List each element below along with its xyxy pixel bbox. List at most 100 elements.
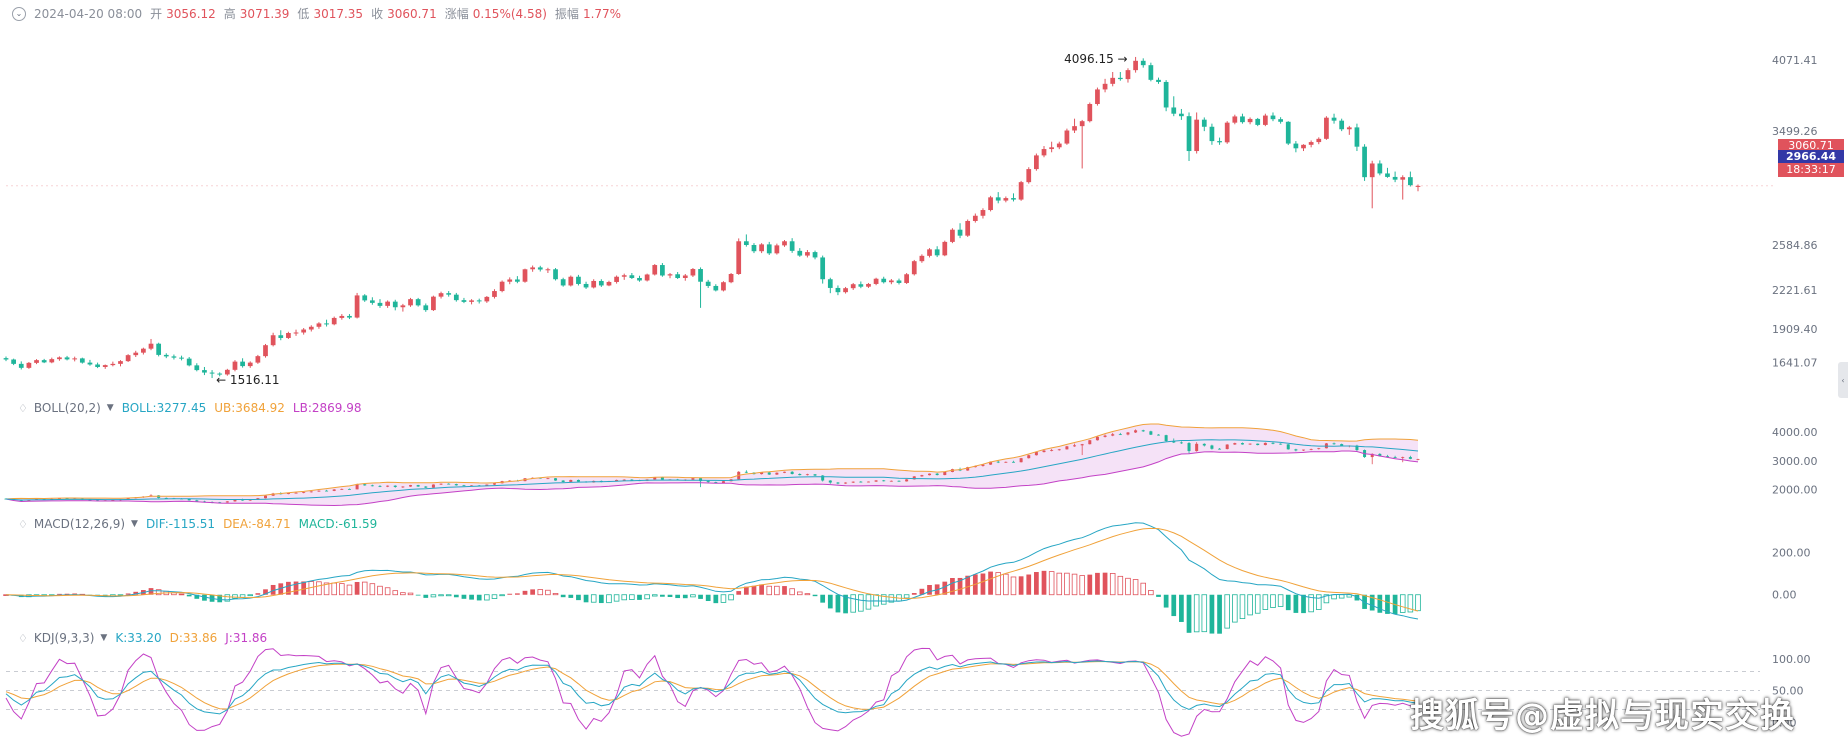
candle-body bbox=[515, 279, 520, 282]
macd-hist-bar bbox=[1109, 573, 1116, 596]
candle bbox=[766, 241, 772, 255]
main-axis-tick: 4071.41 bbox=[1772, 54, 1818, 67]
boll-candle-body bbox=[164, 497, 168, 499]
macd-hist-bar bbox=[1323, 594, 1330, 604]
macd-hist-bar bbox=[537, 589, 544, 596]
candle bbox=[1316, 137, 1322, 145]
macd-name[interactable]: MACD(12,26,9) bbox=[33, 517, 126, 531]
countdown-box: 18:33:17 bbox=[1778, 163, 1844, 177]
boll-candle-body bbox=[775, 472, 779, 475]
candle bbox=[163, 353, 169, 359]
macd-hist-bar bbox=[957, 577, 963, 595]
candle-body bbox=[751, 245, 757, 252]
macd-hist-bar bbox=[476, 594, 482, 601]
candle-body bbox=[1171, 107, 1177, 114]
macd-hist-bar bbox=[576, 594, 581, 601]
candle-body bbox=[1087, 103, 1093, 122]
macd-hist-bar bbox=[644, 594, 650, 600]
boll-candle-body bbox=[1134, 430, 1138, 433]
candle bbox=[179, 355, 184, 361]
candle-body bbox=[827, 279, 833, 288]
candle-body bbox=[789, 241, 795, 251]
max-price-label: 4096.15 → bbox=[1064, 52, 1128, 66]
candle-body bbox=[57, 357, 62, 360]
boll-candle-body bbox=[630, 479, 634, 481]
macd-hist-bar bbox=[965, 575, 971, 595]
candle-body bbox=[339, 315, 345, 318]
macd-hist-bar bbox=[850, 594, 856, 613]
candle-body bbox=[972, 215, 978, 221]
boll-candle-body bbox=[1279, 443, 1283, 445]
macd-dif-value: DIF:-115.51 bbox=[145, 517, 216, 531]
candle-body bbox=[774, 245, 780, 254]
chevron-circle-icon[interactable]: ⌄ bbox=[12, 6, 26, 21]
candle-body bbox=[530, 267, 536, 270]
boll-name[interactable]: BOLL(20,2) bbox=[33, 401, 101, 415]
chevron-down-icon[interactable]: ▼ bbox=[100, 633, 108, 643]
candle-body bbox=[743, 241, 749, 246]
candle bbox=[507, 277, 513, 285]
candle bbox=[759, 243, 764, 254]
candle-body bbox=[431, 296, 436, 311]
boll-candle-body bbox=[615, 479, 619, 482]
candle bbox=[369, 297, 375, 305]
candle-body bbox=[919, 255, 925, 262]
boll-candle-body bbox=[248, 499, 252, 501]
candle bbox=[1163, 80, 1169, 112]
candle-body bbox=[11, 359, 16, 364]
bell-icon[interactable]: ♢ bbox=[18, 401, 28, 415]
candle bbox=[3, 356, 9, 362]
candle-body bbox=[26, 362, 32, 368]
boll-candle-body bbox=[1187, 443, 1191, 452]
macd-hist-bar bbox=[1277, 594, 1284, 607]
boll-candle-body bbox=[920, 475, 924, 477]
boll-candle-body bbox=[1034, 452, 1038, 456]
boll-candle-body bbox=[1286, 444, 1290, 450]
boll-candle-body bbox=[1294, 449, 1298, 451]
macd-hist-bar bbox=[797, 591, 803, 596]
chevron-down-icon[interactable]: ▼ bbox=[131, 519, 138, 529]
main-axis-tick: 3499.26 bbox=[1772, 125, 1818, 138]
macd-hist-bar bbox=[1010, 576, 1017, 596]
macd-hist-bar bbox=[1087, 574, 1093, 595]
macd-hist-bar bbox=[415, 594, 421, 596]
amplitude-label: 振幅 bbox=[554, 7, 579, 21]
candle-body bbox=[141, 348, 146, 353]
macd-hist-bar bbox=[1224, 594, 1230, 629]
bell-icon[interactable]: ♢ bbox=[18, 517, 28, 531]
boll-candle-body bbox=[225, 501, 229, 503]
candle bbox=[301, 328, 307, 335]
boll-lb-value: LB:2869.98 bbox=[292, 401, 362, 415]
candle bbox=[1278, 117, 1283, 124]
collapse-panel-handle[interactable]: ‹ bbox=[1838, 362, 1848, 398]
boll-candle-body bbox=[989, 461, 993, 465]
boll-candle-body bbox=[1042, 450, 1046, 453]
macd-hist-bar bbox=[1354, 594, 1360, 601]
candle-body bbox=[1331, 117, 1337, 121]
candle-body bbox=[1163, 81, 1169, 108]
bell-icon[interactable]: ♢ bbox=[18, 631, 28, 645]
boll-candle-body bbox=[1050, 450, 1054, 451]
kdj-name[interactable]: KDJ(9,3,3) bbox=[33, 631, 95, 645]
macd-hist-bar bbox=[682, 594, 688, 599]
boll-candle-body bbox=[1393, 457, 1397, 458]
candle bbox=[1095, 87, 1100, 106]
candle bbox=[629, 273, 635, 279]
boll-candle-body bbox=[859, 481, 863, 483]
candle bbox=[545, 267, 551, 274]
candle-body bbox=[682, 275, 688, 278]
candle bbox=[438, 291, 444, 299]
candle-body bbox=[1377, 163, 1383, 174]
macd-hist-bar bbox=[1270, 594, 1276, 608]
candle-body bbox=[125, 355, 131, 362]
macd-hist-bar bbox=[286, 581, 291, 595]
macd-hist-bar bbox=[988, 571, 993, 595]
candle bbox=[362, 294, 368, 302]
macd-hist-bar bbox=[606, 594, 612, 604]
chevron-down-icon[interactable]: ▼ bbox=[106, 403, 114, 413]
boll-ub-line bbox=[5, 423, 1419, 500]
candle-body bbox=[690, 269, 696, 276]
boll-candle-body bbox=[1126, 432, 1130, 435]
